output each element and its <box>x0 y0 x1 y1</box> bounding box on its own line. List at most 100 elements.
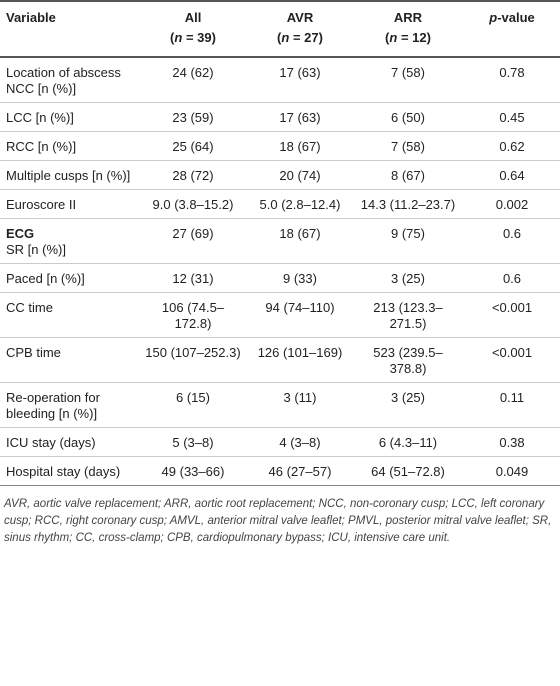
table-row: ICU stay (days) 5 (3–8) 4 (3–8) 6 (4.3–11) 0… <box>0 427 560 457</box>
label-text: CPB time <box>6 345 61 360</box>
value-cell: 0.002 <box>464 189 560 219</box>
value-cell: 17 (63) <box>248 102 352 132</box>
value-cell: 28 (72) <box>138 160 248 190</box>
value-cell: 9.0 (3.8–15.2) <box>138 189 248 219</box>
header-name: Variable <box>6 10 56 25</box>
value-cell: 106 (74.5–172.8) <box>138 292 248 338</box>
header-n-part: = 39) <box>182 30 216 45</box>
value-cell: 17 (63) <box>248 57 352 103</box>
label-text: Euroscore II <box>6 197 77 212</box>
table-row: Multiple cusps [n (%)] 28 (72) 20 (74) 8 (6… <box>0 160 560 190</box>
value-cell: 4 (3–8) <box>248 427 352 457</box>
value-cell: 23 (59) <box>138 102 248 132</box>
value-cell: 0.11 <box>464 382 560 428</box>
value-cell: 9 (75) <box>352 218 464 264</box>
value-cell: 64 (51–72.8) <box>352 456 464 486</box>
value-cell: 49 (33–66) <box>138 456 248 486</box>
header-cell: All (n = 39) <box>138 0 248 58</box>
value-cell: 18 (67) <box>248 218 352 264</box>
header-n-part: = 27) <box>289 30 323 45</box>
footnote: AVR, aortic valve replacement; ARR, aort… <box>4 498 552 544</box>
header-name-part: -value <box>497 10 535 25</box>
label-text: Paced [n (%)] <box>6 271 85 286</box>
value-cell: 0.64 <box>464 160 560 190</box>
label-text: Re-operation for bleeding [n (%)] <box>6 390 100 421</box>
value-cell: 6 (50) <box>352 102 464 132</box>
value-cell: 46 (27–57) <box>248 456 352 486</box>
value-cell: 523 (239.5–378.8) <box>352 337 464 383</box>
row-label: Paced [n (%)] <box>0 263 138 293</box>
table-row: Paced [n (%)] 12 (31) 9 (33) 3 (25) 0.6 <box>0 263 560 293</box>
table-row: Re-operation for bleeding [n (%)] 6 (15) 3… <box>0 382 560 428</box>
row-label: ECG SR [n (%)] <box>0 218 138 264</box>
row-label: RCC [n (%)] <box>0 131 138 161</box>
value-cell: 3 (11) <box>248 382 352 428</box>
table-row: RCC [n (%)] 25 (64) 18 (67) 7 (58) 0.62 <box>0 131 560 161</box>
value-cell: 126 (101–169) <box>248 337 352 383</box>
value-cell: 6 (15) <box>138 382 248 428</box>
value-cell: 0.38 <box>464 427 560 457</box>
header-cell: p-value <box>464 0 560 58</box>
label-text: SR [n (%)] <box>6 242 66 257</box>
value-cell: 8 (67) <box>352 160 464 190</box>
value-cell: 7 (58) <box>352 131 464 161</box>
value-cell: 0.62 <box>464 131 560 161</box>
group-label: ECG <box>6 226 35 241</box>
value-cell: 7 (58) <box>352 57 464 103</box>
value-cell: 6 (4.3–11) <box>352 427 464 457</box>
table-row: LCC [n (%)] 23 (59) 17 (63) 6 (50) 0.45 <box>0 102 560 132</box>
value-cell: <0.001 <box>464 337 560 383</box>
table-row: Location of abscess NCC [n (%)] 24 (62) 17… <box>0 57 560 103</box>
header-n: (n = 27) <box>254 28 346 48</box>
table-row: CPB time 150 (107–252.3) 126 (101–169) 523 … <box>0 337 560 383</box>
table-row: Euroscore II 9.0 (3.8–15.2) 5.0 (2.8–12.4)… <box>0 189 560 219</box>
value-cell: 0.049 <box>464 456 560 486</box>
value-cell: 25 (64) <box>138 131 248 161</box>
value-cell: 14.3 (11.2–23.7) <box>352 189 464 219</box>
value-cell: 213 (123.3–271.5) <box>352 292 464 338</box>
header-n-part: n <box>174 30 183 45</box>
value-cell: 5.0 (2.8–12.4) <box>248 189 352 219</box>
value-cell: <0.001 <box>464 292 560 338</box>
row-label: CPB time <box>0 337 138 383</box>
value-cell: 0.78 <box>464 57 560 103</box>
header-name: ARR <box>393 10 423 25</box>
label-text: RCC [n (%)] <box>6 139 77 154</box>
value-cell: 3 (25) <box>352 263 464 293</box>
value-cell: 18 (67) <box>248 131 352 161</box>
header-row: Variable All (n = 39) AVR (n = 27) ARR (n = 12… <box>0 0 560 58</box>
label-text: Multiple cusps [n (%)] <box>6 168 131 183</box>
table-row: ECG SR [n (%)] 27 (69) 18 (67) 9 (75) 0.6 <box>0 218 560 264</box>
header-name: All <box>184 10 202 25</box>
value-cell: 27 (69) <box>138 218 248 264</box>
data-table: Variable All (n = 39) AVR (n = 27) ARR (n = 12… <box>0 0 560 486</box>
header-n-part: ( <box>170 30 175 45</box>
label-text: LCC [n (%)] <box>6 110 74 125</box>
value-cell: 94 (74–110) <box>248 292 352 338</box>
row-label: Multiple cusps [n (%)] <box>0 160 138 190</box>
value-cell: 12 (31) <box>138 263 248 293</box>
row-label: Re-operation for bleeding [n (%)] <box>0 382 138 428</box>
header-n: (n = 12) <box>358 28 458 48</box>
label-text: ICU stay (days) <box>6 435 96 450</box>
row-label: CC time <box>0 292 138 338</box>
header-cell: Variable <box>0 0 138 58</box>
header-cell: ARR (n = 12) <box>352 0 464 58</box>
header-name-part: p <box>489 10 498 25</box>
value-cell: 5 (3–8) <box>138 427 248 457</box>
header-n-part: n <box>281 30 290 45</box>
table-container: Variable All (n = 39) AVR (n = 27) ARR (n = 12… <box>0 0 560 544</box>
header-name: p-value <box>470 8 554 28</box>
row-label: LCC [n (%)] <box>0 102 138 132</box>
header-cell: AVR (n = 27) <box>248 0 352 58</box>
header-n-part: n <box>389 30 398 45</box>
header-n: (n = 39) <box>144 28 242 48</box>
header-n-part: ( <box>385 30 390 45</box>
row-label: Location of abscess NCC [n (%)] <box>0 57 138 103</box>
row-label: ICU stay (days) <box>0 427 138 457</box>
value-cell: 0.6 <box>464 263 560 293</box>
table-row: Hospital stay (days) 49 (33–66) 46 (27–57)… <box>0 456 560 486</box>
value-cell: 20 (74) <box>248 160 352 190</box>
table-row: CC time 106 (74.5–172.8) 94 (74–110) 213 (1… <box>0 292 560 338</box>
